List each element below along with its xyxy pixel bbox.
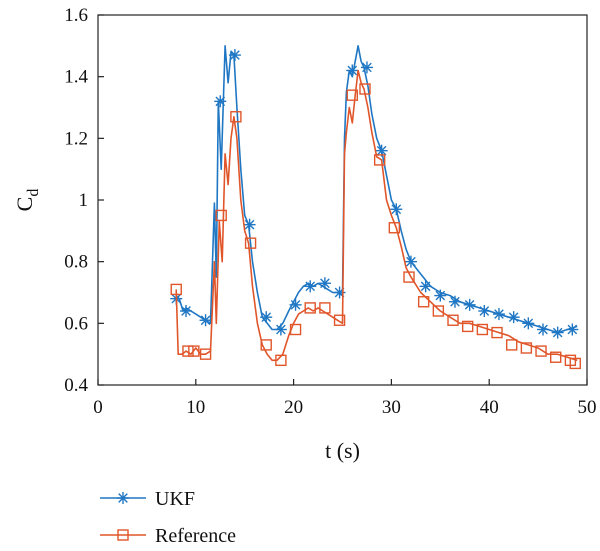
series-marker-reference (199, 348, 212, 360)
series-marker-reference (275, 354, 287, 367)
series-marker-reference (346, 89, 358, 101)
y-tick-label: 0.6 (64, 313, 88, 334)
series-marker-ukf (318, 277, 331, 290)
series-marker-ukf (360, 61, 373, 74)
series-marker-ukf (260, 311, 273, 324)
series-line-reference (175, 69, 578, 362)
y-axis-title-main: C (12, 197, 37, 212)
series-marker-ukf (375, 144, 388, 157)
y-axis-title: Cd (12, 189, 42, 212)
series-marker-ukf (463, 298, 476, 311)
series-marker-ukf (492, 308, 505, 321)
legend-item-reference: Reference (100, 525, 236, 547)
series-marker-ukf (243, 218, 256, 231)
legend-label: Reference (155, 525, 236, 547)
y-tick-label: 0.4 (64, 375, 88, 396)
series-marker-reference (304, 302, 316, 314)
series-marker-reference (333, 314, 346, 326)
series-marker-ukf (333, 286, 346, 299)
series-marker-reference (491, 326, 503, 339)
legend-label: UKF (155, 488, 195, 510)
y-axis-title-subscript: d (25, 189, 42, 197)
series-marker-ukf (419, 280, 432, 293)
series-marker-ukf (536, 323, 549, 336)
series-marker-ukf (304, 280, 317, 293)
series-marker-ukf (274, 323, 287, 336)
series-marker-reference (359, 83, 371, 95)
series-marker-ukf (346, 64, 359, 77)
series-marker-reference (520, 342, 533, 354)
series-marker-reference (188, 345, 200, 357)
x-axis: 0 10 20 30 40 50 (93, 379, 597, 418)
series-marker-reference (403, 271, 415, 283)
y-tick-label: 1.4 (64, 67, 88, 88)
y-tick-label: 1 (79, 190, 89, 211)
series-marker-ukf (228, 49, 241, 62)
series-marker-reference (569, 357, 581, 370)
series-marker-reference (244, 237, 257, 249)
legend-marker (117, 529, 129, 541)
series-marker-reference (535, 345, 547, 357)
series-marker-reference (417, 296, 430, 308)
plot-series (170, 44, 581, 370)
series-marker-ukf (434, 289, 447, 302)
series-line-ukf (175, 44, 578, 334)
series-marker-ukf (507, 311, 520, 324)
series-marker-reference (388, 222, 401, 234)
legend-marker (117, 492, 129, 504)
x-tick-label: 10 (186, 397, 205, 418)
series-marker-reference (373, 154, 386, 166)
series-marker-ukf (551, 326, 564, 339)
plot-frame (97, 14, 588, 386)
series-marker-ukf (522, 317, 535, 330)
series-marker-ukf (289, 298, 302, 311)
series-marker-reference (550, 351, 562, 363)
y-tick-label: 1.6 (64, 5, 88, 26)
series-marker-reference (461, 320, 474, 333)
legend: UKF Reference (100, 488, 236, 547)
series-marker-reference (319, 302, 331, 314)
x-tick-label: 30 (382, 397, 401, 418)
series-marker-ukf (566, 323, 579, 336)
series-marker-ukf (448, 295, 461, 308)
series-marker-ukf (390, 203, 403, 216)
x-tick-label: 40 (480, 397, 499, 418)
x-tick-label: 0 (93, 397, 103, 418)
series-marker-ukf (404, 255, 417, 268)
series-marker-ukf (199, 314, 212, 327)
y-tick-label: 1.2 (64, 128, 88, 149)
series-marker-reference (447, 314, 459, 326)
legend-item-ukf: UKF (100, 488, 195, 510)
series-marker-reference (170, 283, 182, 296)
series-marker-reference (289, 323, 302, 336)
series-reference (170, 69, 581, 370)
x-axis-title: t (s) (325, 438, 360, 463)
series-ukf (170, 44, 579, 339)
y-axis: 0.4 0.6 0.8 1 1.2 1.4 1.6 (64, 5, 104, 396)
series-marker-reference (260, 339, 272, 351)
series-marker-ukf (180, 305, 193, 317)
series-marker-reference (505, 339, 518, 351)
series-marker-reference (230, 111, 242, 123)
series-marker-ukf (478, 305, 491, 317)
y-tick-label: 0.8 (64, 252, 88, 273)
series-marker-ukf (214, 95, 227, 108)
x-tick-label: 20 (284, 397, 303, 418)
series-marker-reference (432, 305, 445, 317)
x-tick-label: 50 (578, 397, 597, 418)
series-marker-reference (182, 345, 194, 357)
series-marker-reference (476, 323, 489, 336)
series-marker-reference (215, 209, 227, 222)
